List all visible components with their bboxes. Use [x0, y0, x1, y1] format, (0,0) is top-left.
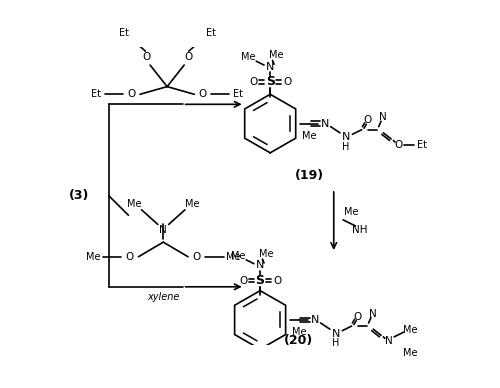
Text: N: N: [332, 329, 340, 339]
Text: O: O: [273, 275, 281, 286]
Text: N: N: [321, 119, 330, 128]
Text: (19): (19): [294, 170, 324, 182]
Text: O: O: [239, 275, 247, 286]
Text: S: S: [256, 274, 264, 287]
Text: Me: Me: [302, 131, 316, 141]
Text: NH: NH: [352, 225, 368, 235]
Text: Me: Me: [259, 249, 274, 259]
Text: Et: Et: [91, 89, 101, 99]
Text: N: N: [311, 315, 320, 325]
Text: Me: Me: [292, 327, 306, 337]
Text: Et: Et: [118, 28, 128, 38]
Text: Me: Me: [86, 252, 101, 262]
Text: xylene: xylene: [147, 292, 180, 302]
Text: Me: Me: [241, 52, 256, 62]
Text: Me: Me: [226, 252, 240, 262]
Text: Me: Me: [231, 251, 246, 261]
Text: N: N: [160, 225, 167, 235]
Text: N: N: [370, 309, 377, 319]
Text: O: O: [354, 312, 362, 322]
Text: (20): (20): [284, 334, 314, 347]
Text: Et: Et: [417, 140, 427, 150]
Text: Me: Me: [186, 199, 200, 209]
Text: N: N: [266, 62, 274, 71]
Text: N: N: [342, 132, 350, 142]
Text: O: O: [283, 77, 292, 87]
Text: H: H: [342, 142, 350, 152]
Text: Me: Me: [403, 325, 417, 335]
Text: O: O: [198, 89, 207, 99]
Text: N: N: [256, 260, 264, 270]
Text: N: N: [385, 336, 392, 346]
Text: O: O: [184, 52, 192, 62]
Text: O: O: [142, 52, 150, 62]
Text: O: O: [128, 89, 136, 99]
Text: (3): (3): [70, 189, 89, 203]
Text: Me: Me: [403, 348, 417, 358]
Text: Et: Et: [234, 89, 243, 99]
Text: O: O: [364, 116, 372, 125]
Text: Et: Et: [206, 28, 216, 38]
Text: O: O: [249, 77, 258, 87]
Text: S: S: [266, 76, 274, 88]
Text: O: O: [126, 252, 134, 262]
Text: Me: Me: [126, 199, 141, 209]
Text: H: H: [332, 338, 340, 348]
Text: O: O: [192, 252, 200, 262]
Text: Me: Me: [269, 50, 283, 60]
Text: N: N: [380, 113, 387, 122]
Text: O: O: [394, 140, 403, 150]
Text: Me: Me: [344, 207, 358, 217]
